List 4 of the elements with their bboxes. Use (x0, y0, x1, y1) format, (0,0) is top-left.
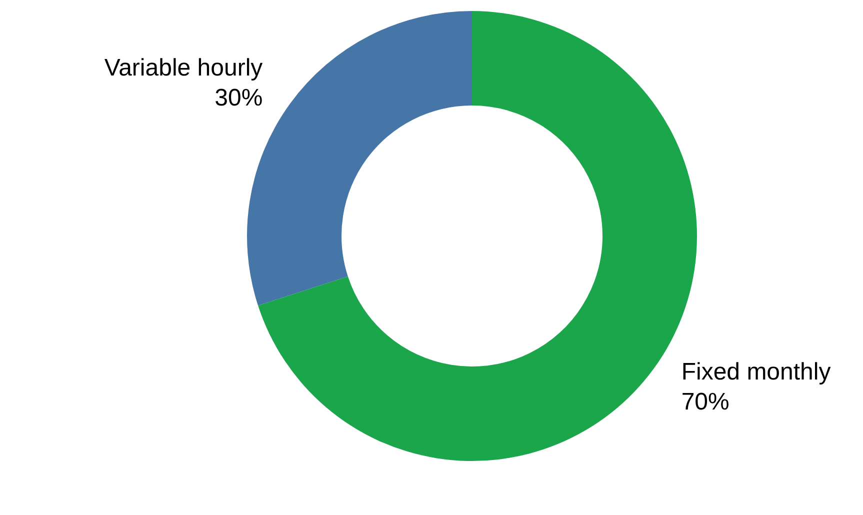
data-label: 30% (214, 84, 263, 112)
data-label: 70% (681, 388, 730, 416)
slice-label: Fixed monthly (681, 358, 831, 386)
slice-label: Variable hourly (104, 54, 263, 82)
